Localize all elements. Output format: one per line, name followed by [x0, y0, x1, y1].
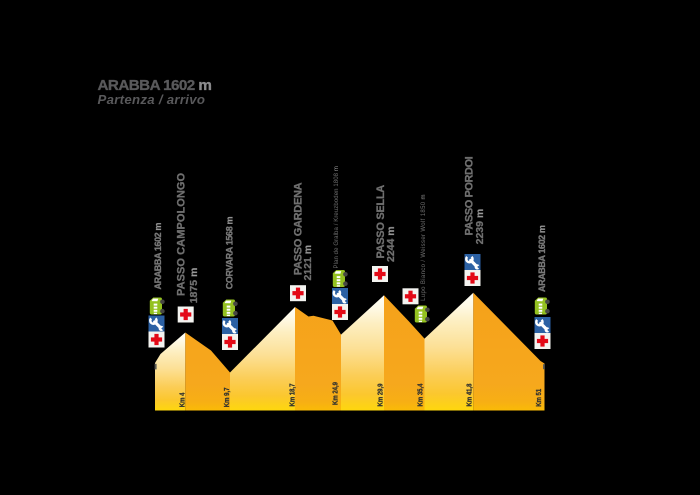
svg-text:Km 41,8: Km 41,8	[466, 383, 474, 406]
svg-text:Km 51: Km 51	[535, 389, 543, 407]
svg-text:Km 18,7: Km 18,7	[289, 383, 297, 406]
svg-text:Partenza / arrivo: Partenza / arrivo	[98, 92, 206, 107]
svg-text:CORVARA 1568 m: CORVARA 1568 m	[224, 216, 234, 289]
svg-text:2121 m: 2121 m	[302, 245, 314, 281]
svg-text:2244 m: 2244 m	[385, 226, 397, 262]
svg-text:ARABBA 1602 m: ARABBA 1602 m	[153, 223, 163, 290]
svg-text:Km 29,9: Km 29,9	[377, 383, 385, 406]
svg-text:PASSO CAMPOLONGO: PASSO CAMPOLONGO	[176, 172, 188, 296]
svg-text:ARABBA 1602 m: ARABBA 1602 m	[98, 77, 212, 94]
svg-text:PASSO SELLA: PASSO SELLA	[375, 185, 387, 259]
svg-text:Km 24,9: Km 24,9	[332, 382, 340, 405]
svg-text:Km 9,7: Km 9,7	[224, 387, 232, 407]
svg-text:PASSO PORDOI: PASSO PORDOI	[464, 156, 476, 235]
svg-text:Lupo Bianco / Weisser Wolf 185: Lupo Bianco / Weisser Wolf 1850 m	[421, 194, 427, 301]
svg-text:Km 4: Km 4	[179, 392, 187, 407]
svg-text:Plan de Gralba / Kreuzboden 18: Plan de Gralba / Kreuzboden 1808 m	[334, 166, 340, 268]
svg-text:ARABBA 1602 m: ARABBA 1602 m	[537, 225, 547, 292]
svg-text:PASSO GARDENA: PASSO GARDENA	[293, 182, 305, 275]
svg-text:1875 m: 1875 m	[188, 268, 200, 304]
svg-text:2239 m: 2239 m	[474, 209, 486, 245]
svg-text:Km 35,4: Km 35,4	[417, 383, 425, 406]
